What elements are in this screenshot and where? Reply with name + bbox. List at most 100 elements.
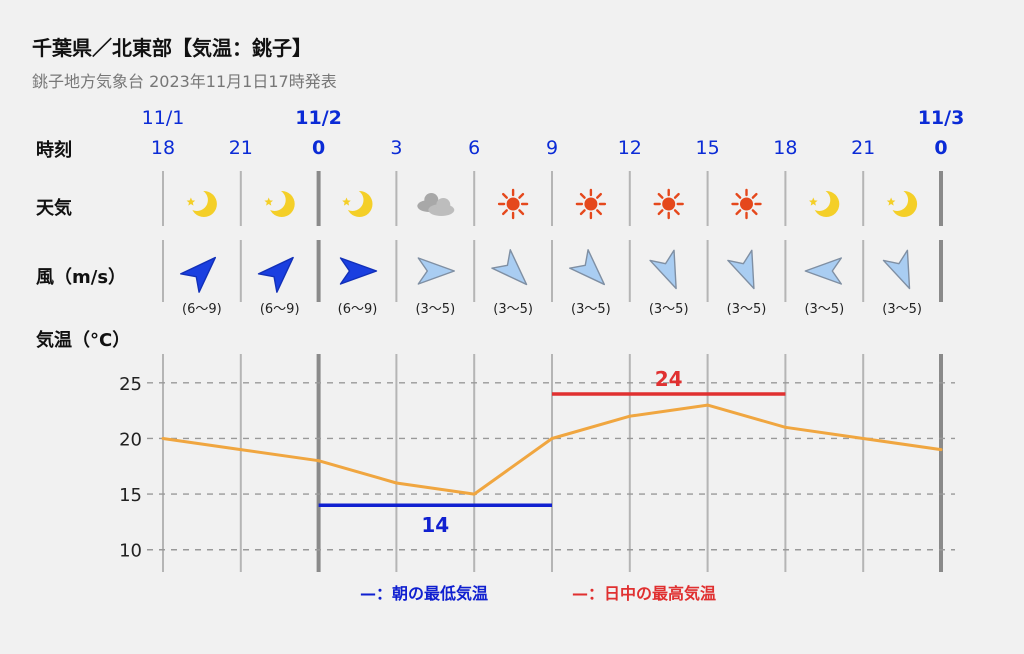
cloud-part (436, 198, 451, 212)
arrow-shape (727, 249, 755, 290)
temperature-point (939, 448, 943, 452)
wind-arrow-icon (727, 249, 755, 290)
wind-arrow-icon (179, 256, 217, 293)
wind-arrow-icon (649, 249, 677, 290)
hour-label: 18 (773, 137, 797, 159)
sun-ray (579, 192, 586, 199)
date-label: 11/1 (142, 107, 185, 129)
temperature-point (394, 481, 398, 485)
temperature-point (161, 436, 165, 440)
temperature-point (550, 436, 554, 440)
page-subtitle: 銚子地方気象台 2023年11月1日17時発表 (32, 72, 337, 91)
sunny-icon (575, 188, 607, 220)
sun-ray (751, 192, 758, 199)
wind-speed-label: (3〜5) (882, 302, 922, 317)
arrow-shape (491, 249, 528, 286)
wind-speed-label: (3〜5) (493, 302, 533, 317)
cloud-part (424, 193, 439, 207)
y-tick-label: 10 (119, 541, 142, 562)
arrow-shape (804, 257, 842, 285)
sunny-icon (731, 188, 762, 220)
hour-label: 21 (229, 137, 253, 159)
row-label-temp: 気温（°C） (36, 329, 130, 351)
wind-arrow-icon (568, 249, 606, 286)
arrow-shape (339, 257, 378, 285)
legend-min-temp: —：朝の最低気温 (360, 584, 488, 603)
hour-label: 15 (696, 137, 720, 159)
wind-speed-label: (6〜9) (260, 302, 300, 317)
sun-ray (751, 209, 758, 216)
arrow-shape (417, 257, 455, 285)
wind-speed-label: (6〜9) (338, 302, 378, 317)
hour-label: 9 (546, 137, 558, 159)
moon-cutout (341, 189, 364, 211)
arrow-shape (882, 249, 911, 290)
wind-arrow-icon (417, 257, 455, 285)
moon-cutout (808, 189, 831, 211)
wind-speed-label: (6〜9) (182, 302, 222, 317)
clear-night-icon (341, 189, 373, 217)
sun-disc (584, 197, 598, 211)
sunny-icon (653, 188, 684, 220)
row-label-weather: 天気 (36, 197, 72, 219)
clear-night-icon (808, 189, 840, 217)
y-tick-label: 20 (119, 429, 142, 450)
y-tick-label: 15 (119, 485, 142, 506)
star-shape (264, 197, 273, 206)
date-label: 11/2 (295, 107, 342, 129)
sun-ray (518, 192, 525, 199)
sun-ray (518, 209, 525, 216)
cloudy-icon (417, 193, 455, 216)
star-shape (186, 197, 196, 206)
legend-max-temp: —：日中の最高気温 (572, 584, 716, 603)
sunny-icon (497, 188, 529, 220)
wind-arrow-icon (339, 257, 378, 285)
temperature-point (783, 425, 787, 429)
hour-label: 21 (851, 137, 875, 159)
hour-label: 12 (618, 137, 642, 159)
arrow-shape (568, 249, 606, 286)
moon-cutout (263, 189, 286, 211)
star-shape (809, 197, 818, 206)
date-label: 11/3 (918, 107, 965, 129)
temperature-point (628, 414, 632, 418)
sun-ray (657, 209, 664, 216)
hour-label: 0 (312, 137, 325, 159)
sun-ray (673, 209, 680, 216)
min-temp-label: 14 (421, 513, 449, 537)
moon-cutout (886, 189, 909, 211)
star-shape (342, 197, 351, 206)
sun-ray (579, 209, 586, 216)
sun-ray (596, 209, 602, 216)
sun-ray (657, 192, 664, 199)
wind-arrow-icon (804, 257, 842, 285)
clear-night-icon (886, 189, 918, 217)
max-temp-label: 24 (655, 367, 683, 391)
temperature-point (706, 403, 710, 407)
temperature-point (472, 492, 476, 496)
clear-night-icon (185, 189, 217, 217)
temperature-point (239, 448, 243, 452)
sun-ray (596, 192, 602, 199)
moon-cutout (185, 189, 208, 211)
sun-ray (502, 209, 508, 216)
page-title: 千葉県／北東部【気温：銚子】 (32, 36, 312, 60)
row-label-wind: 風（m/s） (36, 267, 126, 288)
wind-speed-label: (3〜5) (571, 302, 611, 317)
wind-arrow-icon (882, 249, 911, 290)
arrow-shape (179, 256, 217, 293)
hour-label: 0 (934, 137, 947, 159)
row-label-time: 時刻 (36, 139, 72, 161)
sun-disc (506, 197, 520, 211)
temperature-point (861, 436, 865, 440)
clear-night-icon (263, 189, 295, 217)
wind-arrow-icon (257, 256, 294, 293)
sun-ray (735, 192, 742, 199)
sun-ray (735, 209, 742, 216)
sun-ray (502, 192, 508, 199)
arrow-shape (649, 249, 677, 290)
hour-label: 6 (468, 137, 480, 159)
hour-label: 3 (390, 137, 402, 159)
wind-speed-label: (3〜5) (727, 302, 767, 317)
